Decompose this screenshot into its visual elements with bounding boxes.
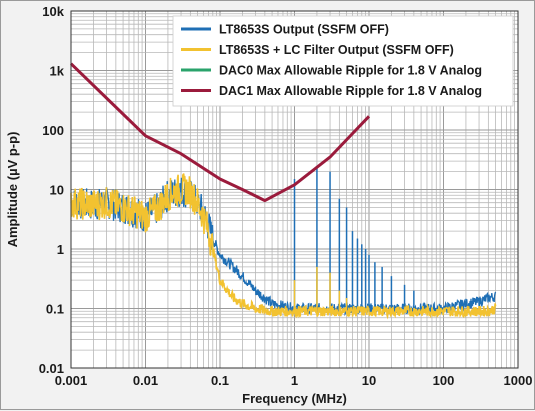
curves (69, 62, 497, 320)
y-tick-label: 10k (42, 4, 64, 19)
series-trace (70, 173, 497, 320)
x-axis-label: Frequency (MHz) (242, 391, 347, 406)
dac1-ripple-line (69, 62, 371, 203)
plot-border (70, 10, 519, 369)
series-3 (69, 62, 371, 203)
x-tick-label: 1 (291, 373, 298, 388)
x-tick-label: 0.001 (55, 373, 88, 388)
y-tick-label: 100 (42, 123, 64, 138)
x-tick-label: 10 (362, 373, 376, 388)
legend-box (172, 15, 514, 107)
legend: LT8653S Output (SSFM OFF) LT8653S + LC Fi… (172, 15, 514, 107)
legend-label: LT8653S Output (SSFM OFF) (219, 23, 389, 37)
x-tick-label: 0.1 (211, 373, 229, 388)
x-tick-label: 100 (433, 373, 455, 388)
legend-label: LT8653S + LC Filter Output (SSFM OFF) (219, 43, 454, 57)
y-tick-label: 0.1 (46, 302, 64, 317)
series-1 (70, 173, 497, 320)
y-tick-label: 1k (50, 64, 65, 79)
y-tick-label: 1 (57, 242, 64, 257)
y-tick-label: 0.01 (39, 361, 64, 376)
x-tick-label: 0.01 (133, 373, 158, 388)
legend-label: DAC1 Max Allowable Ripple for 1.8 V Anal… (219, 84, 482, 98)
x-tick-label: 1000 (504, 373, 533, 388)
y-axis-label: Amplitude (µV p-p) (5, 132, 20, 248)
legend-label: DAC0 Max Allowable Ripple for 1.8 V Anal… (219, 64, 482, 78)
y-tick-label: 10 (50, 183, 64, 198)
